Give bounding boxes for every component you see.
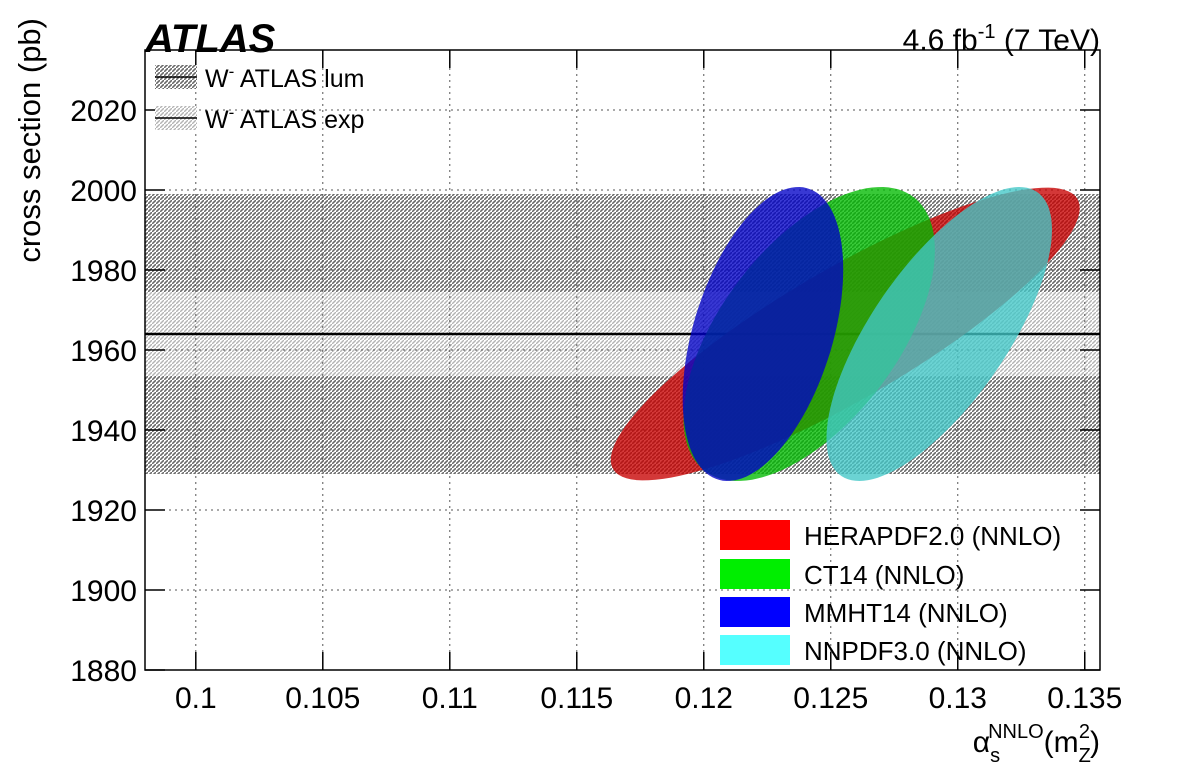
x-label-part: ) — [1090, 726, 1100, 759]
legend-text: ATLAS exp — [234, 106, 364, 134]
pdf-ellipse — [682, 187, 844, 481]
y-tick-label: 1900 — [70, 575, 137, 608]
y-tick-label: 2000 — [70, 175, 137, 208]
y-tick-label: 1980 — [70, 255, 137, 288]
x-tick-label: 0.125 — [793, 682, 868, 715]
x-label-sub: s — [990, 745, 1000, 767]
y-axis-label: cross section (pb) — [12, 18, 47, 263]
x-tick-label: 0.135 — [1047, 682, 1122, 715]
lumi-text: (7 TeV) — [996, 24, 1101, 57]
x-tick-label: 0.115 — [540, 682, 613, 715]
legend-label: W- ATLAS lum — [205, 62, 364, 93]
chart-title: ATLAS — [144, 17, 276, 61]
x-label-sub: Z — [1079, 745, 1091, 767]
x-tick-label: 0.105 — [285, 682, 360, 715]
x-tick-label: 0.11 — [422, 682, 478, 715]
legend-text: W — [205, 65, 229, 93]
luminosity-label: 4.6 fb-1 (7 TeV) — [903, 21, 1100, 57]
legend-label: NNPDF3.0 (NNLO) — [804, 636, 1026, 666]
legend-label: HERAPDF2.0 (NNLO) — [804, 521, 1061, 551]
lumi-text: 4.6 fb — [903, 24, 978, 57]
legend-label: MMHT14 (NNLO) — [804, 598, 1008, 628]
y-tick-label: 1940 — [70, 415, 137, 448]
x-label-sup: NNLO — [988, 721, 1044, 743]
legend-swatch — [720, 520, 790, 550]
pdf-ellipse — [826, 187, 1052, 481]
x-label-part: α — [973, 726, 990, 759]
legend-sup: - — [229, 62, 235, 81]
y-tick-label: 1880 — [70, 655, 137, 688]
x-tick-label: 0.12 — [675, 682, 733, 715]
x-label-sup: 2 — [1079, 721, 1090, 743]
lumi-sup: -1 — [978, 21, 996, 43]
legend-sup: - — [229, 103, 235, 122]
legend-swatch — [720, 635, 790, 665]
legend-label: W- ATLAS exp — [205, 103, 364, 134]
legend-swatch — [720, 559, 790, 589]
y-tick-label: 2020 — [70, 95, 137, 128]
legend-text: ATLAS lum — [234, 65, 364, 93]
y-tick-label: 1920 — [70, 495, 137, 528]
legend-label: CT14 (NNLO) — [804, 560, 964, 590]
y-tick-label: 1960 — [70, 335, 137, 368]
legend-text: W — [205, 106, 229, 134]
plot-frame — [144, 49, 1101, 671]
legend-swatch — [720, 597, 790, 627]
x-axis-label: αsNNLO(mZ2) — [973, 721, 1100, 767]
x-label-part: (m — [1044, 726, 1079, 759]
x-tick-label: 0.1 — [175, 682, 217, 715]
x-tick-label: 0.13 — [929, 682, 987, 715]
